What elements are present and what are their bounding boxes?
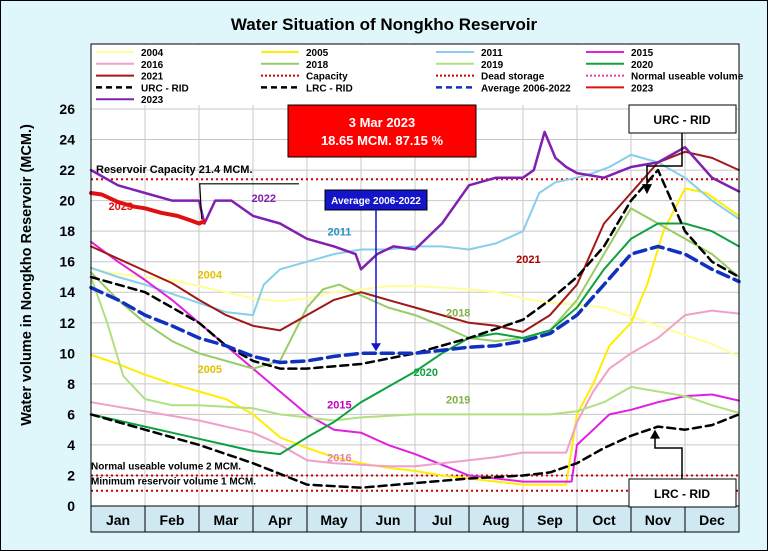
urc-label: URC - RID (653, 113, 711, 127)
x-tick-label-apr: Apr (268, 512, 293, 528)
y-tick-label: 10 (59, 345, 75, 361)
x-tick-label-mar: Mar (214, 512, 239, 528)
series-line-urc-rid (89, 168, 741, 370)
x-tick-label-nov: Nov (645, 512, 672, 528)
series-line-2018 (90, 207, 740, 370)
average-pointer-arrow (371, 343, 381, 352)
legend-entry-2005: 2005 (306, 48, 329, 59)
lrc-pointer-line (654, 434, 683, 479)
y-tick-label: 20 (59, 193, 75, 209)
urc-pointer-line (646, 133, 683, 189)
legend: 2004 2005 2011 2015 2016 2018 2019 2020 2021 Capa… (92, 45, 744, 106)
legend-entry-average-2006-2022: Average 2006-2022 (481, 83, 571, 94)
series-label-2021: 2021 (516, 254, 540, 266)
series-line-2020 (90, 222, 740, 456)
y-tick-label: 14 (59, 284, 75, 300)
current-pointer-line (199, 183, 299, 220)
plot-border (90, 43, 740, 507)
series-label-2011: 2011 (327, 227, 351, 239)
series-line-lrc-rid (89, 413, 741, 489)
legend-entry-2020: 2020 (631, 60, 654, 71)
legend-entry-2011: 2011 (481, 48, 503, 59)
legend-entry-2004: 2004 (141, 48, 164, 59)
average-label: Average 2006-2022 (331, 196, 421, 207)
series-labels: 2023 2022 2011 2004 2018 2021 2005 2015 2016 2020… (108, 193, 540, 465)
lrc-pointer-arrow (650, 429, 660, 439)
x-tick-label-sep: Sep (537, 512, 563, 528)
series-line-average-2006-2022 (89, 244, 741, 365)
series-label-2016: 2016 (327, 453, 351, 465)
x-tick-label-jan: Jan (106, 512, 130, 528)
y-tick-label: 6 (67, 406, 75, 422)
legend-entry-2021: 2021 (141, 72, 164, 83)
series-label-2005: 2005 (198, 364, 222, 376)
y-tick-label: 26 (59, 101, 75, 117)
legend-entry-2015: 2015 (631, 48, 654, 59)
legend-entry-dead-storage: Dead storage (481, 72, 545, 83)
x-tick-label-aug: Aug (482, 512, 509, 528)
current-value: 18.65 MCM. 87.15 % (321, 133, 444, 148)
x-tick-label-dec: Dec (699, 512, 725, 528)
legend-box (92, 45, 737, 105)
current-value-box (287, 104, 477, 158)
series-label-2023: 2023 (108, 201, 132, 213)
legend-entry-2018: 2018 (306, 60, 329, 71)
legend-entry-2016: 2016 (141, 60, 164, 71)
series-line-2022 (89, 130, 741, 271)
y-tick-label: 8 (67, 376, 75, 392)
legend-entry-urc-rid: URC - RID (141, 83, 189, 94)
x-tick-label-jul: Jul (432, 512, 452, 528)
lrc-label: LRC - RID (654, 487, 710, 501)
y-tick-label: 24 (59, 132, 75, 148)
y-tick-label: 4 (67, 437, 75, 453)
legend-entry-2023: 2023 (631, 83, 654, 94)
series-label-2022: 2022 (252, 193, 276, 205)
series-lines (89, 130, 741, 489)
legend-entry-normal-useable-volume: Normal useable volume (631, 72, 744, 83)
x-tick-label-oct: Oct (592, 512, 616, 528)
y-tick-label: 16 (59, 254, 75, 270)
y-tick-label: 12 (59, 315, 75, 331)
annotations: 3 Mar 2023 18.65 MCM. 87.15 % Average 2006… (199, 104, 737, 508)
ref-label-1: Normal useable volume 2 MCM. (91, 461, 241, 472)
series-line-2005 (90, 187, 740, 486)
ref-label-0: Reservoir Capacity 21.4 MCM. (96, 164, 253, 176)
legend-entry-2019: 2019 (481, 60, 504, 71)
series-line-2004 (90, 268, 740, 358)
series-label-2015: 2015 (327, 399, 351, 411)
series-line-2023 (89, 191, 207, 226)
series-line-2016 (90, 309, 740, 468)
x-tick-label-jun: Jun (376, 512, 401, 528)
y-tick-label: 18 (59, 223, 75, 239)
ref-label-2: Minimum reservoir volume 1 MCM. (91, 477, 256, 488)
legend-entry-lrc-rid: LRC - RID (306, 83, 353, 94)
series-label-2004: 2004 (198, 269, 223, 281)
y-tick-label: 2 (67, 467, 75, 483)
series-label-2018: 2018 (446, 308, 470, 320)
legend-entry-2023: 2023 (141, 95, 164, 106)
x-tick-label-may: May (320, 512, 347, 528)
current-date: 3 Mar 2023 (349, 115, 416, 130)
urc-label-box (628, 104, 737, 134)
series-label-2020: 2020 (414, 367, 438, 379)
y-tick-label: 22 (59, 162, 75, 178)
series-line-2021 (90, 150, 740, 333)
series-label-2019: 2019 (446, 395, 470, 407)
y-tick-label: 0 (67, 498, 75, 514)
legend-entry-capacity: Capacity (306, 72, 348, 83)
urc-pointer-arrow (642, 184, 652, 195)
x-tick-label-feb: Feb (160, 512, 185, 528)
series-line-2019 (90, 276, 740, 422)
chart-title: Water Situation of Nongkho Reservoir (231, 15, 538, 34)
y-axis-label: Water volume in Nongkho Reservoir (MCM.) (19, 124, 35, 426)
